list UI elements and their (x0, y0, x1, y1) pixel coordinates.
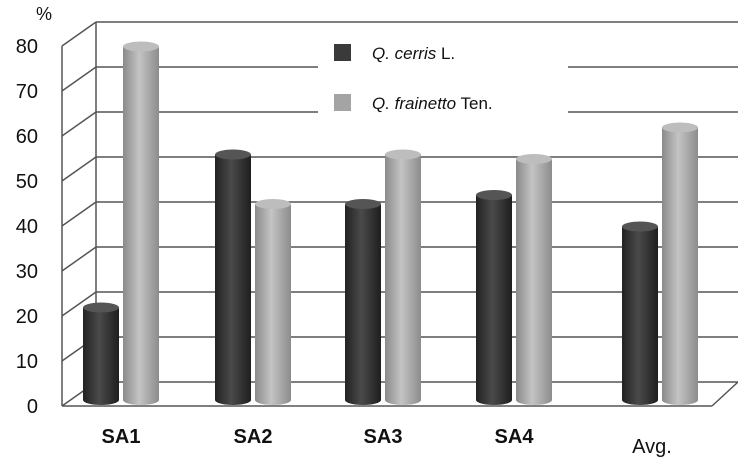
bar-bottom (345, 395, 381, 405)
y-tick-label: 70 (16, 81, 38, 103)
y-tick-label: 20 (16, 306, 38, 328)
bar-sa1-series-2 (123, 41, 159, 405)
category-labels: SA1 SA2 SA3 SA4 Avg. (102, 426, 672, 458)
legend-label-q-cerris-authority: L. (436, 44, 455, 63)
legend-label-q-cerris-species: Q. cerris (372, 44, 437, 63)
gridline-side (61, 291, 97, 317)
x-tick-label: Avg. (632, 436, 672, 458)
bar-body (345, 204, 381, 400)
bar-body (385, 154, 421, 400)
bar-body (123, 46, 159, 400)
bar-avg-series-1 (622, 221, 658, 405)
x-tick-label: SA4 (495, 426, 535, 448)
bar-top-cap (385, 149, 421, 160)
bar-sa2-series-2 (255, 199, 291, 405)
y-tick-label: 80 (16, 36, 38, 58)
legend-swatch-q-frainetto (334, 94, 351, 111)
gridline-side (61, 156, 97, 182)
gridline-side (61, 201, 97, 227)
legend-swatch-q-cerris (334, 44, 351, 61)
bar-sa4-series-2 (516, 154, 552, 405)
gridline-side (61, 21, 97, 47)
bar-body (476, 195, 512, 400)
bar-top-cap (83, 302, 119, 313)
x-tick-label: SA2 (234, 426, 273, 448)
bar-sa1-series-1 (83, 302, 119, 405)
y-tick-label: 60 (16, 126, 38, 148)
bar-bottom (476, 395, 512, 405)
legend-label-q-frainetto-species: Q. frainetto (372, 94, 456, 113)
bar-body (255, 204, 291, 400)
bar-body (516, 159, 552, 400)
legend-label-q-frainetto: Q. frainetto Ten. (372, 94, 493, 113)
y-tick-label: 30 (16, 261, 38, 283)
bar-body (622, 226, 658, 400)
legend-label-q-cerris: Q. cerris L. (372, 44, 455, 63)
y-tick-labels: 0 10 20 30 40 50 60 70 80 (16, 36, 38, 418)
bar-bottom (385, 395, 421, 405)
floor-edge (711, 381, 738, 407)
bar-sa4-series-1 (476, 190, 512, 405)
y-tick-label: 0 (27, 396, 38, 418)
gridline-side (61, 66, 97, 92)
bar-body (662, 127, 698, 400)
bar-bottom (622, 395, 658, 405)
bar-bottom (83, 395, 119, 405)
bar-sa3-series-2 (385, 149, 421, 405)
bar-top-cap (255, 199, 291, 209)
bar-body (215, 154, 251, 400)
legend-label-q-frainetto-authority: Ten. (456, 94, 493, 113)
bar-bottom (255, 395, 291, 405)
bar-top-cap (662, 122, 698, 133)
y-tick-label: 50 (16, 171, 38, 193)
gridline-side (61, 111, 97, 137)
bar-bottom (123, 395, 159, 405)
bar-top-cap (215, 149, 251, 160)
legend: Q. cerris L. Q. frainetto Ten. (318, 33, 568, 119)
legend-box (318, 33, 568, 119)
bar-top-cap (516, 154, 552, 164)
y-tick-label: 40 (16, 216, 38, 238)
bars (83, 41, 698, 405)
bar-top-cap (345, 199, 381, 209)
bar-body (83, 307, 119, 400)
bar-avg-series-2 (662, 122, 698, 405)
bar-bottom (662, 395, 698, 405)
y-unit-label: % (36, 4, 52, 24)
bar-top-cap (622, 221, 658, 232)
bar-bottom (215, 395, 251, 405)
bar-sa3-series-1 (345, 199, 381, 405)
bar-bottom (516, 395, 552, 405)
x-tick-label: SA3 (364, 426, 403, 448)
gridline-side (61, 246, 97, 272)
bar-sa2-series-1 (215, 149, 251, 405)
bar-top-cap (476, 190, 512, 200)
x-tick-label: SA1 (102, 426, 141, 448)
bar-top-cap (123, 41, 159, 52)
y-tick-label: 10 (16, 351, 38, 373)
